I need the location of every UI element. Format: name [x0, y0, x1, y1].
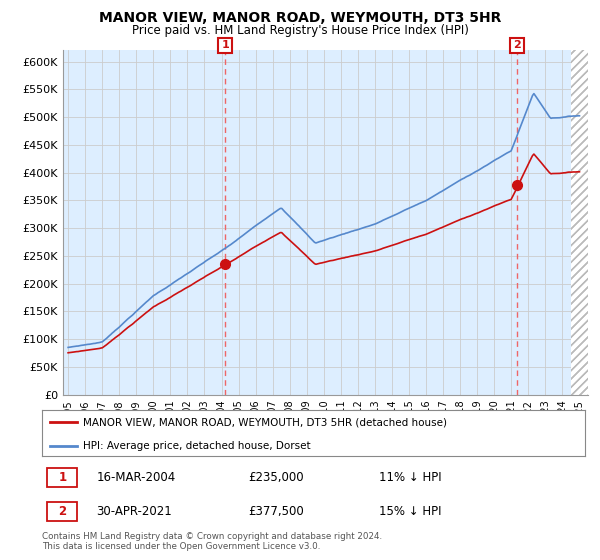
Text: 11% ↓ HPI: 11% ↓ HPI	[379, 471, 441, 484]
Bar	[571, 50, 588, 395]
Text: 1: 1	[58, 471, 67, 484]
Bar	[571, 50, 588, 395]
Text: MANOR VIEW, MANOR ROAD, WEYMOUTH, DT3 5HR (detached house): MANOR VIEW, MANOR ROAD, WEYMOUTH, DT3 5H…	[83, 417, 447, 427]
Text: 15% ↓ HPI: 15% ↓ HPI	[379, 505, 441, 518]
FancyBboxPatch shape	[47, 468, 77, 487]
Text: 2: 2	[58, 505, 67, 518]
Text: MANOR VIEW, MANOR ROAD, WEYMOUTH, DT3 5HR: MANOR VIEW, MANOR ROAD, WEYMOUTH, DT3 5H…	[99, 11, 501, 25]
FancyBboxPatch shape	[47, 502, 77, 521]
Text: £377,500: £377,500	[248, 505, 304, 518]
Text: £235,000: £235,000	[248, 471, 304, 484]
Text: Contains HM Land Registry data © Crown copyright and database right 2024.
This d: Contains HM Land Registry data © Crown c…	[42, 532, 382, 552]
Text: Price paid vs. HM Land Registry's House Price Index (HPI): Price paid vs. HM Land Registry's House …	[131, 24, 469, 36]
Bar	[571, 50, 588, 395]
Text: HPI: Average price, detached house, Dorset: HPI: Average price, detached house, Dors…	[83, 441, 310, 451]
Text: 16-MAR-2004: 16-MAR-2004	[97, 471, 176, 484]
Text: 30-APR-2021: 30-APR-2021	[97, 505, 172, 518]
Text: 1: 1	[221, 40, 229, 50]
Text: 2: 2	[513, 40, 521, 50]
